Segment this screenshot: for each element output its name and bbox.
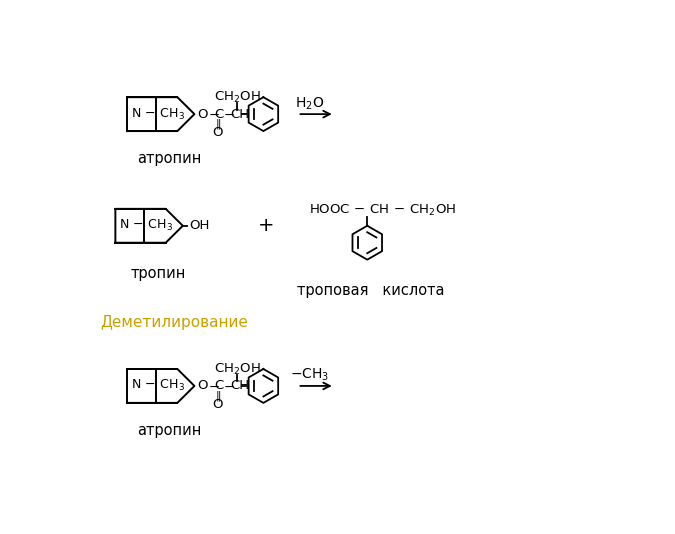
Text: $-$CH$_3$: $-$CH$_3$	[290, 367, 329, 383]
Text: Деметилирование: Деметилирование	[100, 315, 248, 329]
Text: OH: OH	[189, 219, 209, 232]
Text: $-$: $-$	[223, 380, 235, 392]
Text: $-$: $-$	[208, 380, 219, 392]
Text: N$\,-\,$CH$_3$: N$\,-\,$CH$_3$	[131, 107, 185, 122]
Text: O: O	[213, 398, 223, 411]
Text: CH$_2$OH: CH$_2$OH	[214, 362, 261, 376]
Text: O: O	[198, 380, 208, 392]
Text: CH$_2$OH: CH$_2$OH	[214, 90, 261, 105]
Text: CH: CH	[230, 108, 249, 121]
Text: $-$: $-$	[223, 108, 235, 121]
Text: H$_2$O: H$_2$O	[295, 95, 325, 112]
Text: атропин: атропин	[138, 423, 202, 438]
Text: O: O	[198, 108, 208, 121]
Text: O: O	[213, 126, 223, 139]
Text: N$\,-\,$CH$_3$: N$\,-\,$CH$_3$	[131, 379, 185, 394]
Text: $-$: $-$	[208, 108, 219, 121]
Text: $\Vert$: $\Vert$	[215, 117, 221, 131]
Text: CH: CH	[230, 380, 249, 392]
Text: N$\,-\,$CH$_3$: N$\,-\,$CH$_3$	[119, 218, 173, 233]
Text: HOOC$\,-\,$CH$\,-\,$CH$_2$OH: HOOC$\,-\,$CH$\,-\,$CH$_2$OH	[309, 203, 456, 218]
Text: $\Vert$: $\Vert$	[215, 389, 221, 403]
Text: C: C	[215, 108, 224, 121]
Text: троповая   кислота: троповая кислота	[298, 283, 445, 298]
Text: тропин: тропин	[130, 266, 186, 281]
Text: C: C	[215, 380, 224, 392]
Text: +: +	[259, 216, 275, 235]
Text: атропин: атропин	[138, 151, 202, 166]
